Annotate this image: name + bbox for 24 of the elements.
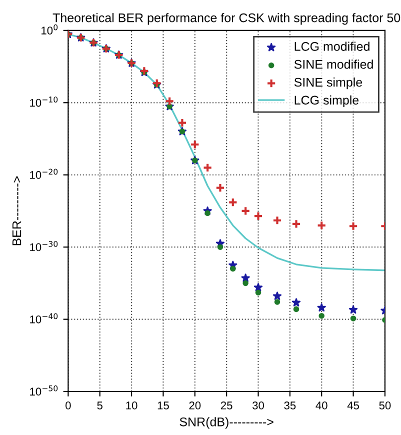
y-tick-label: 10$^{−40}$ (30, 313, 58, 324)
x-tick-label: 5 (97, 402, 102, 410)
y-tick-label: 10$^{−10}$ (30, 96, 58, 107)
y-tick-label: 10$^{−30}$ (30, 240, 58, 252)
x-tick-label: 30 (252, 402, 264, 410)
x-tick-label: 10 (126, 402, 138, 410)
legend-label: SINE modified (294, 60, 373, 69)
y-tick-label: 10$^{−50}$ (30, 385, 58, 396)
y-tick-label: 10$^{0}$ (42, 24, 58, 34)
x-tick-label: 15 (158, 402, 169, 410)
legend-label: SINE simple (294, 78, 362, 90)
chart-title: Theoretical BER performance for CSK with spreading factor 50 (52, 13, 400, 25)
y-axis-title: BER---------> (12, 176, 22, 246)
legend-label: LCG simple (294, 95, 359, 108)
x-tick-label: 50 (379, 402, 391, 410)
x-tick-label: 0 (66, 402, 71, 410)
x-tick-label: 35 (284, 402, 296, 410)
legend-label: LCG modified (294, 42, 370, 51)
x-tick-label: 25 (220, 402, 232, 410)
x-tick-label: 40 (316, 402, 328, 410)
x-tick-label: 20 (189, 402, 201, 410)
x-tick-label: 45 (347, 402, 359, 410)
y-tick-label: 10$^{−20}$ (30, 168, 58, 179)
x-axis-title: SNR(dB)---------> (180, 417, 274, 429)
